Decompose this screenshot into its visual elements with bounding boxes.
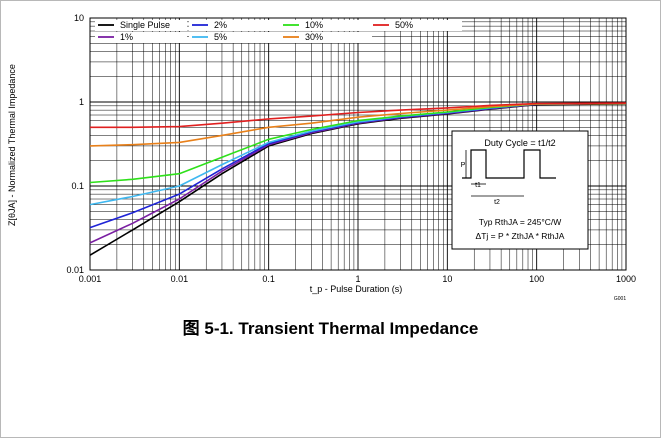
legend-entry-bg bbox=[370, 20, 462, 31]
y-tick-label: 0.1 bbox=[71, 181, 84, 191]
legend-label: 50% bbox=[395, 20, 413, 30]
series-layer bbox=[89, 102, 627, 256]
x-tick-label: 0.01 bbox=[171, 274, 189, 284]
legend-label: 10% bbox=[305, 20, 323, 30]
y-axis-label: Z[θJA] - Normalized Thermal Impedance bbox=[7, 64, 17, 226]
x-tick-label: 1000 bbox=[616, 274, 636, 284]
x-tick-label: 1 bbox=[355, 274, 360, 284]
x-tick-label: 0.1 bbox=[262, 274, 275, 284]
legend-label: 5% bbox=[214, 32, 227, 42]
figure-caption: 图 5-1. Transient Thermal Impedance bbox=[182, 319, 479, 338]
x-tick-label: 100 bbox=[529, 274, 544, 284]
inset-formula-text: ΔTj = P * ZthJA * RthJA bbox=[476, 231, 565, 241]
legend-entry-bg bbox=[95, 32, 187, 43]
legend: Single Pulse 2% 10% 50% 1% 5% 30% bbox=[95, 20, 462, 43]
series-line-30- bbox=[89, 102, 627, 147]
figure-id: G001 bbox=[614, 296, 626, 302]
legend-entry-bg bbox=[189, 32, 281, 43]
legend-entry-bg bbox=[280, 32, 372, 43]
x-tick-label: 0.001 bbox=[79, 274, 102, 284]
inset-title: Duty Cycle = t1/t2 bbox=[484, 138, 555, 148]
legend-entry-bg bbox=[280, 20, 372, 31]
y-tick-label: 1 bbox=[79, 97, 84, 107]
inset-box bbox=[451, 130, 589, 250]
legend-entry-bg bbox=[95, 20, 187, 31]
pulse-label: P bbox=[461, 162, 466, 169]
duty-cycle-inset: Duty Cycle = t1/t2 P t1 t2 Typ RthJA = 2… bbox=[451, 130, 589, 250]
legend-label: 30% bbox=[305, 32, 323, 42]
legend-entry-bg bbox=[189, 20, 281, 31]
inset-rth-text: Typ RthJA = 245°C/W bbox=[479, 217, 562, 227]
pulse-waveform bbox=[462, 149, 556, 179]
t2-label: t2 bbox=[494, 199, 500, 206]
legend-label: 2% bbox=[214, 20, 227, 30]
y-tick-label: 10 bbox=[74, 13, 84, 23]
series-line-50- bbox=[90, 102, 627, 129]
y-tick-label: 0.01 bbox=[66, 265, 84, 275]
t1-label: t1 bbox=[475, 182, 481, 189]
legend-label: 1% bbox=[120, 32, 133, 42]
plot-border bbox=[89, 17, 627, 271]
legend-label: Single Pulse bbox=[120, 20, 170, 30]
x-tick-label: 10 bbox=[442, 274, 452, 284]
x-axis-label: t_p - Pulse Duration (s) bbox=[310, 284, 403, 294]
